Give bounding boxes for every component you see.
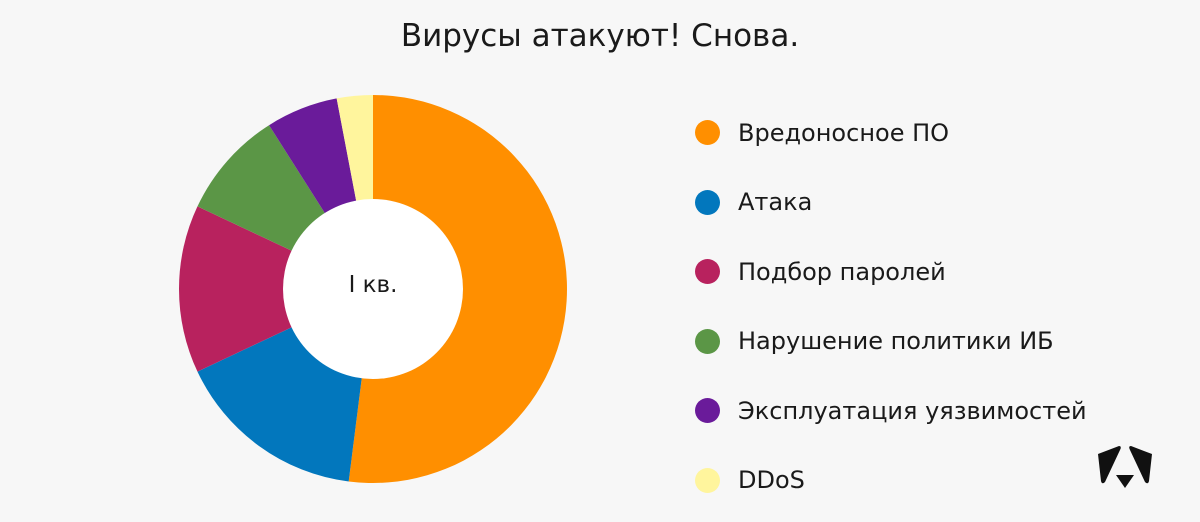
legend-label: DDoS bbox=[738, 466, 805, 495]
legend-swatch bbox=[695, 189, 720, 215]
legend-item: Атака bbox=[695, 168, 1087, 238]
legend-label: Атака bbox=[738, 188, 813, 217]
legend-item: Эксплуатация уязвимостей bbox=[695, 376, 1087, 446]
legend-swatch bbox=[695, 120, 720, 146]
legend-label: Подбор паролей bbox=[738, 257, 946, 286]
legend-swatch bbox=[695, 328, 720, 354]
legend-swatch bbox=[695, 259, 720, 285]
brand-logo-icon bbox=[1098, 446, 1152, 488]
legend-label: Эксплуатация уязвимостей bbox=[738, 396, 1087, 425]
legend-item: Вредоносное ПО bbox=[695, 98, 1087, 168]
legend-item: DDoS bbox=[695, 446, 1087, 516]
legend-label: Вредоносное ПО bbox=[738, 118, 950, 147]
legend-swatch bbox=[695, 398, 720, 424]
legend-item: Подбор паролей bbox=[695, 237, 1087, 307]
legend-item: Нарушение политики ИБ bbox=[695, 307, 1087, 377]
center-label: I кв. bbox=[348, 272, 398, 298]
slice-2 bbox=[179, 206, 373, 372]
chart-title: Вирусы атакуют! Снова. bbox=[400, 18, 800, 54]
legend-label: Нарушение политики ИБ bbox=[738, 327, 1054, 356]
legend-swatch bbox=[695, 467, 720, 493]
legend: Вредоносное ПО Атака Подбор паролей Нарушен… bbox=[695, 98, 1087, 515]
donut-hole bbox=[283, 199, 463, 379]
